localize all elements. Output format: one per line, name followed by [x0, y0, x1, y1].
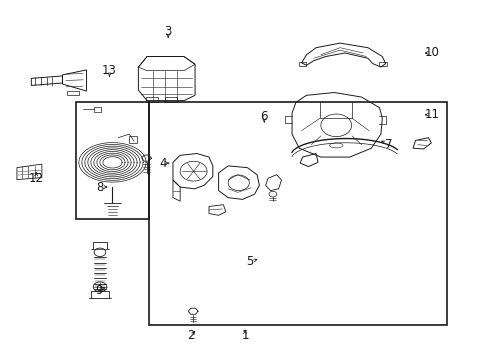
- Text: 11: 11: [425, 108, 440, 121]
- Text: 13: 13: [102, 64, 117, 77]
- Text: 9: 9: [95, 284, 102, 297]
- Text: 5: 5: [246, 255, 253, 268]
- Text: 10: 10: [425, 46, 440, 59]
- Text: 6: 6: [261, 110, 268, 123]
- Text: 4: 4: [160, 157, 167, 170]
- Text: 12: 12: [28, 172, 44, 185]
- Text: 3: 3: [165, 25, 172, 38]
- Text: 1: 1: [241, 329, 249, 342]
- Text: 8: 8: [97, 181, 104, 194]
- Text: 7: 7: [385, 138, 393, 151]
- Text: 2: 2: [188, 329, 195, 342]
